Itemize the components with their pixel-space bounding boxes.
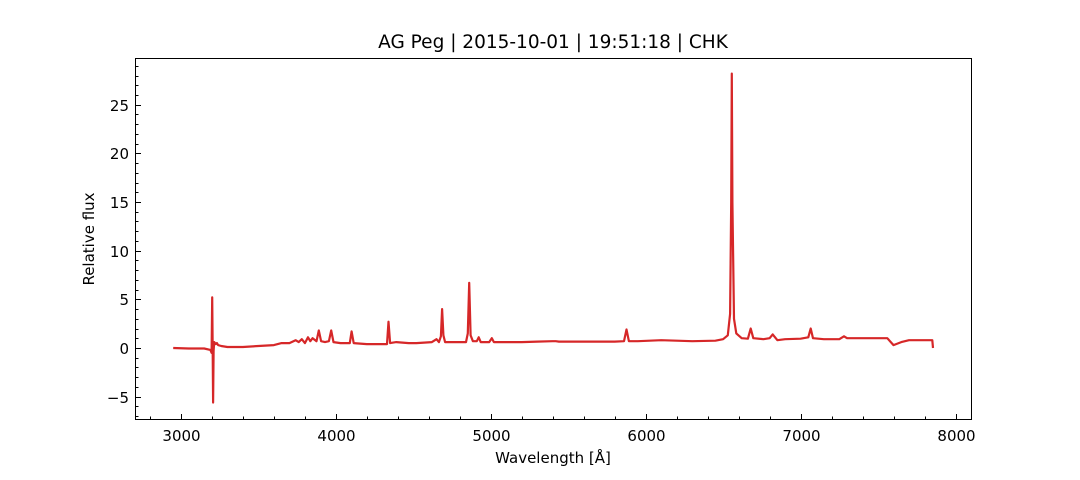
plot-frame — [135, 58, 972, 420]
y-tick-label: 0 — [119, 340, 129, 358]
x-tick-label: 6000 — [627, 427, 665, 445]
y-tick-label: 15 — [110, 194, 129, 212]
x-tick-label: 8000 — [937, 427, 975, 445]
chart-title: AG Peg | 2015-10-01 | 19:51:18 | CHK — [378, 32, 729, 53]
y-tick-label: 20 — [110, 145, 129, 163]
axis-ticks: 3000 4000 5000 6000 7000 8000 −5 0 5 10 15 20 25 — [107, 66, 976, 445]
x-tick-label: 4000 — [317, 427, 355, 445]
series-layer — [173, 72, 935, 404]
x-tick-label: 5000 — [472, 427, 510, 445]
spectrum-line-0 — [173, 72, 935, 404]
y-tick-label: −5 — [107, 389, 129, 407]
y-tick-label: 25 — [110, 97, 129, 115]
y-axis-label: Relative flux — [80, 192, 98, 285]
x-axis-label: Wavelength [Å] — [495, 448, 611, 467]
y-tick-label: 5 — [119, 291, 129, 309]
x-tick-label: 7000 — [782, 427, 820, 445]
y-tick-label: 10 — [110, 243, 129, 261]
x-tick-label: 3000 — [162, 427, 200, 445]
